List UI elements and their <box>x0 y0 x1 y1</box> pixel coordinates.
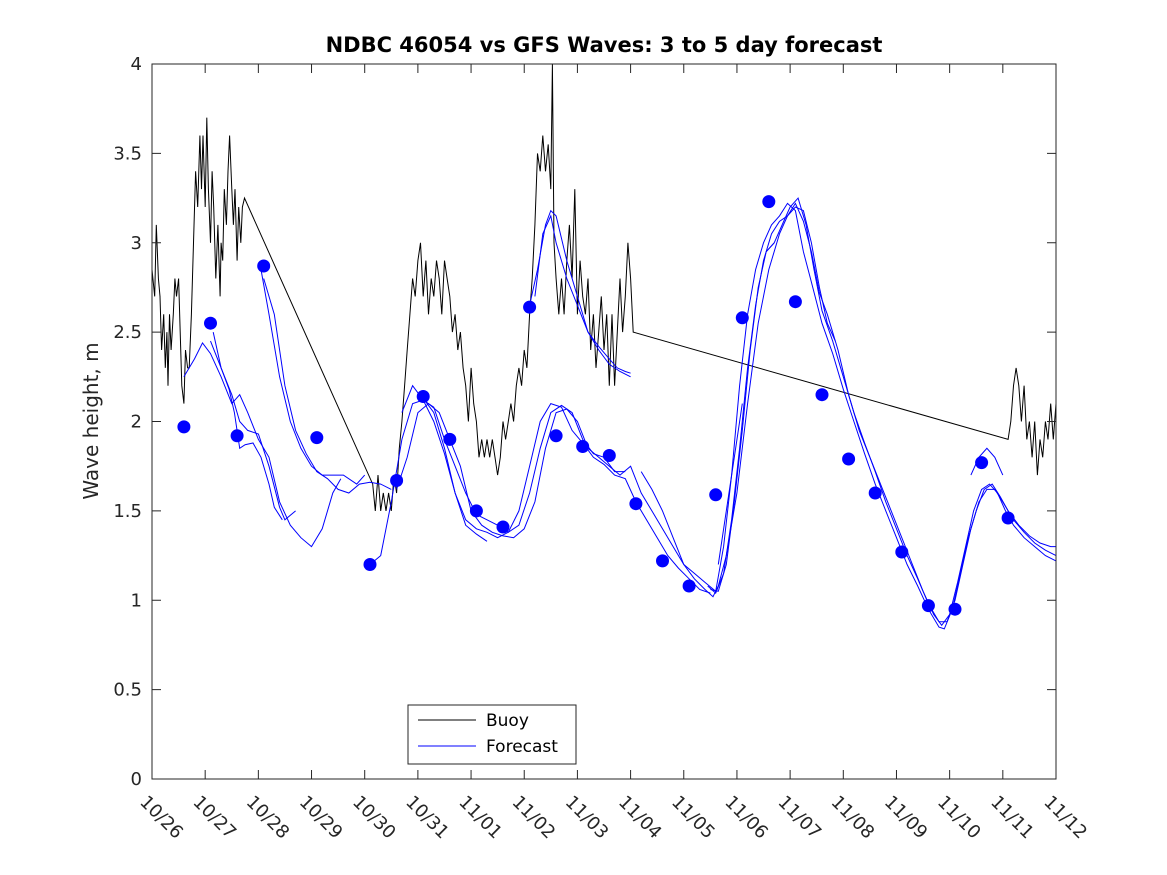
forecast-marker-1 <box>204 316 217 330</box>
forecast-line-10 <box>534 214 631 374</box>
forecast-marker-13 <box>576 440 590 453</box>
forecast-marker-29 <box>1001 511 1015 525</box>
y-tick-label-5: 2.5 <box>113 322 142 343</box>
forecast-marker-5 <box>363 558 377 571</box>
forecast-marker-11 <box>523 300 537 314</box>
y-tick-label-0: 0 <box>131 769 142 790</box>
y-tick-label-3: 1.5 <box>113 501 142 522</box>
forecast-marker-10 <box>496 520 510 534</box>
forecast-line-16 <box>765 242 775 253</box>
forecast-marker-0 <box>177 420 191 434</box>
y-tick-label-8: 4 <box>131 54 142 75</box>
y-tick-label-1: 0.5 <box>113 680 142 701</box>
chart-title: NDBC 46054 vs GFS Waves: 3 to 5 day fore… <box>326 33 883 57</box>
forecast-marker-8 <box>443 432 457 446</box>
forecast-line-2 <box>212 331 283 521</box>
forecast-marker-27 <box>948 602 962 616</box>
forecast-marker-19 <box>735 311 749 325</box>
forecast-line-3 <box>260 269 366 485</box>
forecast-marker-15 <box>629 497 643 511</box>
plot-area <box>151 63 1057 630</box>
forecast-line-15 <box>717 403 743 565</box>
forecast-marker-4 <box>310 431 324 445</box>
forecast-marker-25 <box>895 545 909 559</box>
legend-forecast-label: Forecast <box>486 737 558 757</box>
forecast-marker-2 <box>230 429 244 443</box>
forecast-marker-7 <box>416 390 430 403</box>
y-tick-label-7: 3.5 <box>113 143 142 164</box>
y-tick-label-6: 3 <box>131 233 142 254</box>
forecast-marker-24 <box>868 486 882 500</box>
y-tick-label-4: 2 <box>131 412 142 433</box>
forecast-marker-23 <box>842 452 856 466</box>
forecast-line-13 <box>710 197 1057 623</box>
forecast-line-8 <box>422 398 488 542</box>
forecast-marker-12 <box>549 429 563 443</box>
forecast-marker-22 <box>815 388 829 402</box>
y-tick-label-2: 1 <box>131 590 142 611</box>
y-axis-label: Wave height, m <box>79 342 103 499</box>
forecast-marker-16 <box>656 554 669 568</box>
forecast-line-11 <box>640 206 836 598</box>
forecast-marker-21 <box>788 295 802 309</box>
forecast-marker-14 <box>602 449 616 462</box>
forecast-marker-9 <box>469 504 483 518</box>
forecast-line-14 <box>715 202 1056 630</box>
forecast-line-4 <box>263 278 392 494</box>
forecast-marker-28 <box>975 456 989 470</box>
forecast-marker-26 <box>921 599 935 613</box>
forecast-marker-18 <box>709 488 723 502</box>
buoy-series-line <box>151 63 1057 511</box>
forecast-line-0 <box>183 341 342 548</box>
forecast-marker-6 <box>390 474 404 487</box>
legend-buoy-label: Buoy <box>486 711 529 731</box>
forecast-marker-3 <box>257 259 271 273</box>
forecast-marker-20 <box>762 195 776 209</box>
forecast-marker-17 <box>682 579 696 593</box>
legend: Buoy Forecast <box>407 704 577 765</box>
forecast-line-9 <box>529 209 631 378</box>
legend-box <box>407 704 577 765</box>
